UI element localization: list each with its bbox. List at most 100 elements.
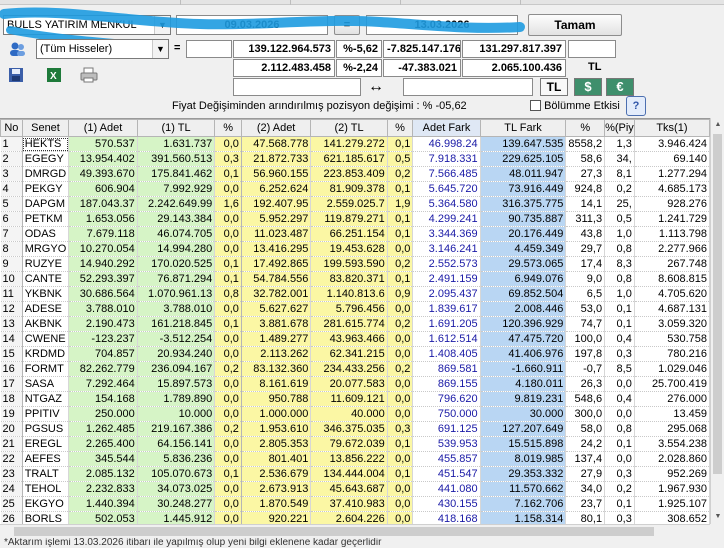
qty-1[interactable]: 1.653.056 [68,211,138,227]
tks-1[interactable]: 276.000 [634,391,710,407]
equals-button[interactable]: = [334,15,360,35]
stock-code[interactable]: SASA [22,376,70,392]
qty-1[interactable]: 7.292.464 [68,376,138,392]
qty-diff[interactable]: 750.000 [412,406,481,422]
tl-1[interactable]: 76.871.294 [137,271,216,287]
pct-2[interactable]: 0,2 [387,256,414,272]
pct-market[interactable]: 0,0 [604,376,635,392]
pct-1[interactable]: 0,0 [214,481,242,497]
pct-2[interactable]: 0,9 [387,286,414,302]
tl-2[interactable]: 11.609.121 [310,391,388,407]
tl-diff[interactable]: -1.660.911 [480,361,567,377]
pct-2[interactable]: 0,0 [387,301,414,317]
row-no[interactable]: 10 [0,271,23,287]
row-no[interactable]: 16 [0,361,23,377]
col-tl-fark[interactable]: TL Fark [479,119,567,137]
qty-1[interactable]: 49.393.670 [68,166,138,182]
pct-change[interactable]: 27,3 [565,166,606,182]
table-row[interactable]: 26 BORLS 502.053 1.445.912 0,0 920.221 2.604.2… [0,511,710,524]
chevron-down-icon[interactable]: ▼ [154,16,170,34]
qty-1[interactable]: 187.043.37 [68,196,138,212]
qty-diff[interactable]: 2.491.159 [412,271,481,287]
tl-diff[interactable]: 11.570.662 [480,481,567,497]
row-no[interactable]: 1 [0,136,23,152]
tl-diff[interactable]: 316.375.775 [480,196,567,212]
pct-1[interactable]: 0,0 [214,301,242,317]
qty-diff[interactable]: 5.364.580 [412,196,481,212]
tl-diff[interactable]: 29.353.332 [480,466,567,482]
pct-2[interactable]: 0,0 [387,391,414,407]
qty-2[interactable]: 21.872.733 [241,151,312,167]
pct-market[interactable]: 1,0 [604,226,635,242]
row-no[interactable]: 19 [0,406,23,422]
table-row[interactable]: 25 EKGYO 1.440.394 30.248.277 0,0 1.870.549 37… [0,496,710,512]
tl-2[interactable]: 134.444.004 [310,466,388,482]
pct-market[interactable]: 0,1 [604,316,635,332]
pct-market[interactable]: 8,3 [604,256,635,272]
tl-1[interactable]: 64.156.141 [137,436,216,452]
col-adet2[interactable]: (2) Adet [240,119,312,137]
qty-diff[interactable]: 1.408.405 [412,346,481,362]
qty-1[interactable]: -123.237 [68,331,138,347]
pct-market[interactable]: 0,8 [604,421,635,437]
row-no[interactable]: 18 [0,391,23,407]
qty-1[interactable]: 1.440.394 [68,496,138,512]
table-row[interactable]: 15 KRDMD 704.857 20.934.240 0,0 2.113.262 62.3… [0,346,710,362]
pct-2[interactable]: 0,0 [387,481,414,497]
qty-diff[interactable]: 7.918.331 [412,151,481,167]
pct-change[interactable]: 17,4 [565,256,606,272]
tl-diff[interactable]: 4.180.011 [480,376,567,392]
qty-2[interactable]: 1.000.000 [241,406,312,422]
pct-change[interactable]: 300,0 [565,406,606,422]
pct-2[interactable]: 0,2 [387,166,414,182]
swap-icon[interactable]: ↔ [368,78,384,95]
tl-1[interactable]: 175.841.462 [137,166,216,182]
stock-code[interactable]: PPITIV [22,406,70,422]
qty-diff[interactable]: 441.080 [412,481,481,497]
tl-diff[interactable]: 47.475.720 [480,331,567,347]
qty-2[interactable]: 3.881.678 [241,316,312,332]
tl-2[interactable]: 19.453.628 [310,241,388,257]
tl-diff[interactable]: 4.459.349 [480,241,567,257]
pct-2[interactable]: 0,0 [387,346,414,362]
col-tl1[interactable]: (1) TL [136,119,216,137]
tl-1[interactable]: 236.094.167 [137,361,216,377]
pct-market[interactable]: 1,3 [604,136,635,152]
stock-code[interactable]: DAPGM [22,196,70,212]
pct-change[interactable]: 924,8 [565,181,606,197]
tl-1[interactable]: 1.789.890 [137,391,216,407]
end-date-field[interactable]: 13.03.2026 [366,15,518,35]
stock-code[interactable]: CANTE [22,271,70,287]
stock-code[interactable]: DMRGD [22,166,70,182]
scroll-thumb[interactable] [713,134,722,474]
tl-1[interactable]: 5.836.236 [137,451,216,467]
tl-diff[interactable]: 2.008.446 [480,301,567,317]
tl-2[interactable]: 62.341.215 [310,346,388,362]
tks-1[interactable]: 1.241.729 [634,211,710,227]
pct-change[interactable]: 29,7 [565,241,606,257]
table-row[interactable]: 20 PGSUS 1.262.485 219.167.386 0,2 1.953.610 3… [0,421,710,437]
table-row[interactable]: 10 CANTE 52.293.397 76.871.294 0,1 54.784.556… [0,271,710,287]
table-row[interactable]: 8 MRGYO 10.270.054 14.994.280 0,0 13.416.295 1… [0,241,710,257]
qty-2[interactable]: 2.113.262 [241,346,312,362]
tl-2[interactable]: 20.077.583 [310,376,388,392]
currency-tl-button[interactable]: TL [540,78,568,96]
pct-2[interactable]: 1,9 [387,196,414,212]
pct-change[interactable]: 23,7 [565,496,606,512]
qty-diff[interactable]: 796.620 [412,391,481,407]
pct-1[interactable]: 0,1 [214,166,242,182]
pct-1[interactable]: 0,0 [214,436,242,452]
tl-diff[interactable]: 73.916.449 [480,181,567,197]
tl-1[interactable]: 15.897.573 [137,376,216,392]
qty-1[interactable]: 7.679.118 [68,226,138,242]
pct-change[interactable]: 58,0 [565,421,606,437]
pct-market[interactable]: 0,3 [604,346,635,362]
tks-1[interactable]: 4.705.620 [634,286,710,302]
pct-change[interactable]: 24,2 [565,436,606,452]
tks-1[interactable]: 2.028.860 [634,451,710,467]
qty-2[interactable]: 17.492.865 [241,256,312,272]
pct-change[interactable]: 311,3 [565,211,606,227]
qty-2[interactable]: 47.568.778 [241,136,312,152]
account-select[interactable]: BULLS YATIRIM MENKUL ▼ [3,15,171,35]
qty-2[interactable]: 83.132.360 [241,361,312,377]
